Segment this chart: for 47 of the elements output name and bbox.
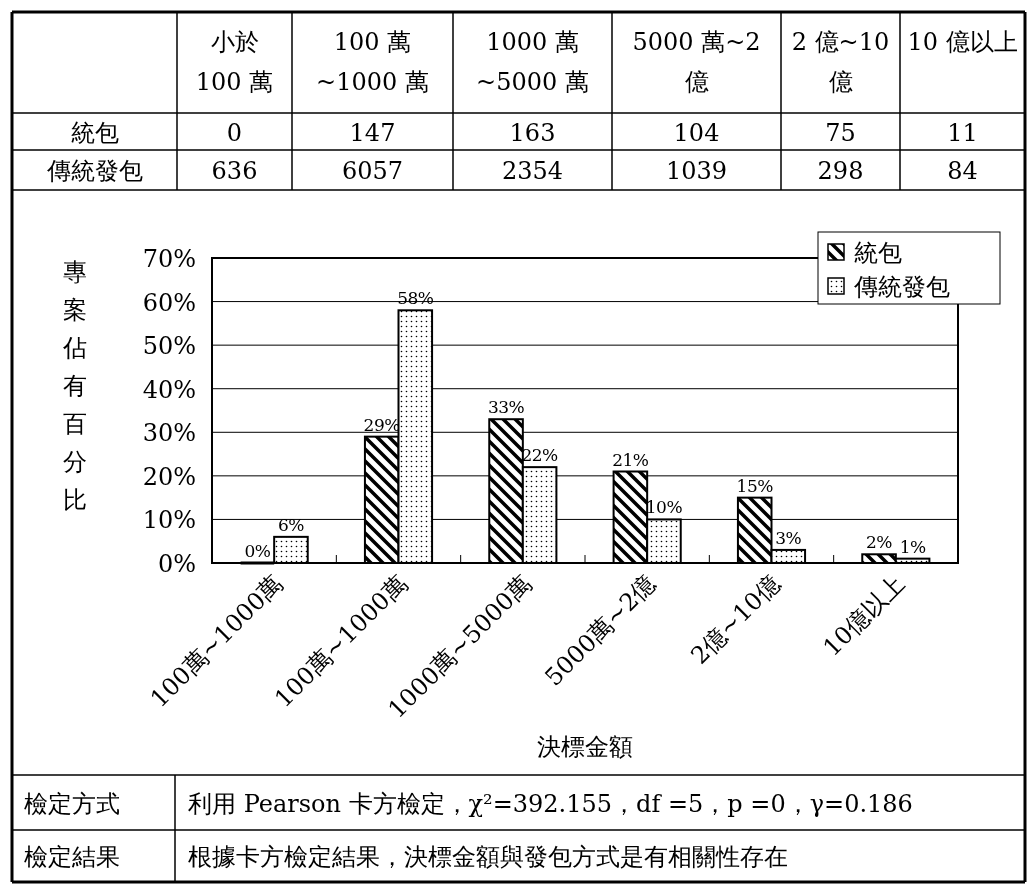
y-tick-label: 0% <box>157 550 196 578</box>
data-label: 29% <box>363 414 401 435</box>
category-label: 1000 萬 ~5000 萬 <box>476 28 589 96</box>
text: 統包 <box>70 118 119 147</box>
data-label: 1039 <box>665 157 728 185</box>
category-label: 小於 100 萬 <box>195 28 274 96</box>
y-tick-label: 50% <box>142 332 196 361</box>
data-label: 0% <box>244 541 271 561</box>
y-tick-label: 20% <box>142 462 196 491</box>
y-tick-label: 30% <box>142 419 196 448</box>
y-tick-label: 40% <box>142 375 196 404</box>
data-label: 2% <box>866 532 893 553</box>
y-tick-label: 10% <box>142 506 196 535</box>
data-label: 147 <box>349 118 396 147</box>
data-label: 10% <box>645 497 683 518</box>
text: 檢定結果 <box>24 843 120 871</box>
data-label: 104 <box>673 118 720 147</box>
data-label: 2354 <box>501 157 564 185</box>
data-label: 6057 <box>341 157 404 185</box>
legend-label: 統包 <box>854 239 902 267</box>
category-label: 5000 萬~2 億 <box>632 28 761 96</box>
text: 傳統發包 <box>45 157 143 185</box>
y-axis-title: 專案佔有百分比 <box>62 258 87 514</box>
y-tick-label: 70% <box>142 245 196 273</box>
text: 根據卡方檢定結果，決標金額與發包方式是有相關性存在 <box>188 843 788 871</box>
category-label: 100 萬 ~1000 萬 <box>316 28 429 96</box>
data-label: 298 <box>817 157 864 185</box>
y-tick-label: 60% <box>142 288 196 317</box>
data-label: 11 <box>947 118 978 147</box>
data-label: 84 <box>947 157 978 185</box>
data-label: 33% <box>487 397 525 418</box>
category-label: 2 億~10 億 <box>791 28 890 96</box>
data-label: 3% <box>775 527 802 548</box>
data-label: 15% <box>736 475 774 496</box>
data-label: 6% <box>277 514 305 535</box>
data-label: 75 <box>825 118 856 147</box>
category-label: 10 億以上 <box>907 28 1018 56</box>
x-axis-title: 決標金額 <box>537 733 633 761</box>
data-label: 163 <box>509 118 556 147</box>
text: 檢定方式 <box>24 789 120 818</box>
data-label: 0 <box>226 118 243 147</box>
legend-label: 傳統發包 <box>853 273 950 301</box>
data-label: 21% <box>612 449 649 470</box>
data-label: 1% <box>899 536 926 557</box>
data-label: 636 <box>211 157 258 185</box>
x-tick-label: 10億以上 <box>817 569 911 662</box>
text: 利用 Pearson 卡方檢定，χ²=392.155，df =5，p =0，γ=0.186 <box>188 789 913 818</box>
